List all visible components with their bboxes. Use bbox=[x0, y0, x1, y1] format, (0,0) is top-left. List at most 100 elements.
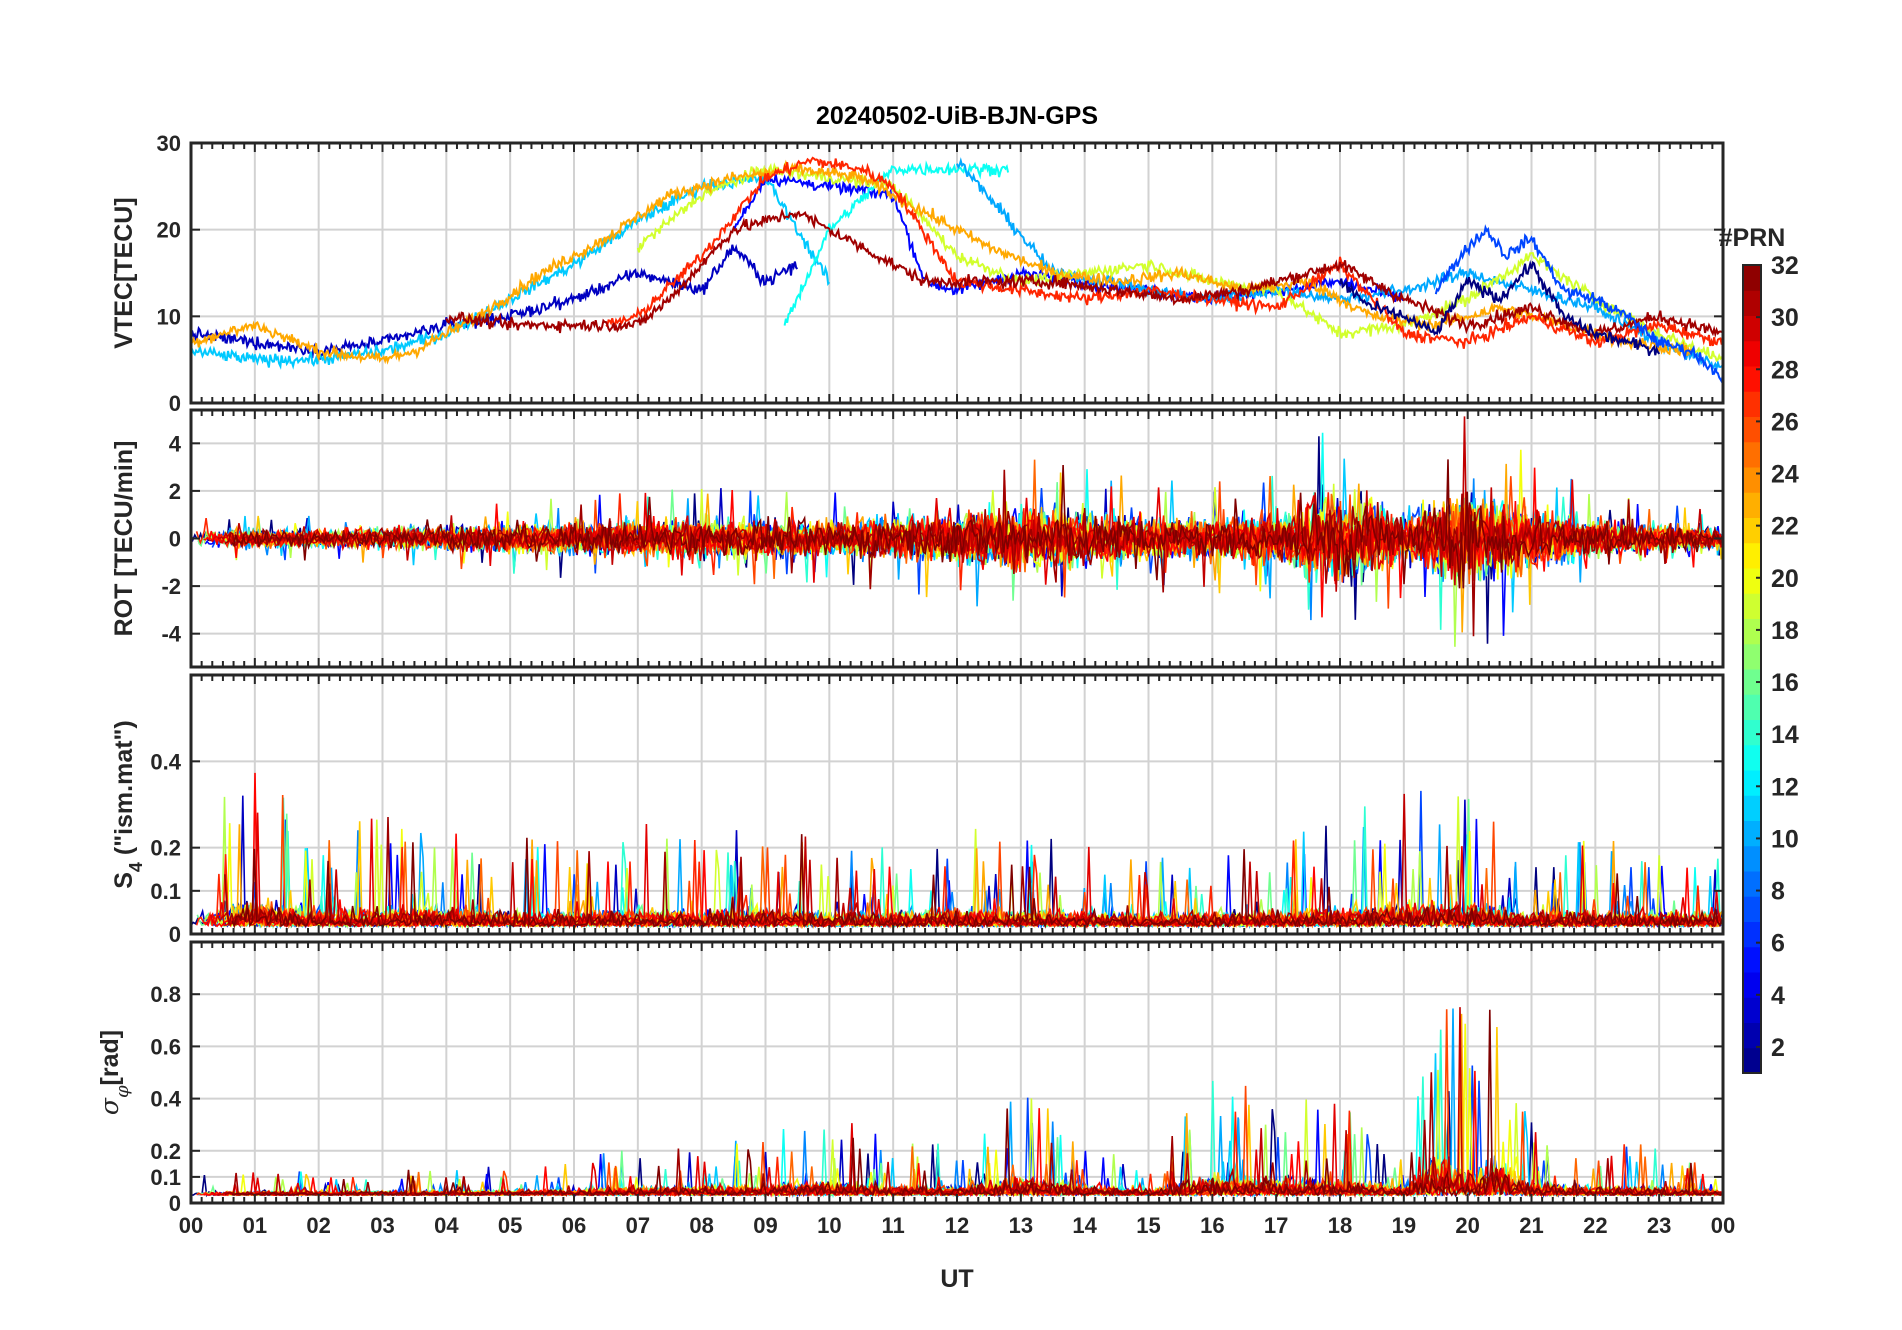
y-tick-label: -4 bbox=[161, 622, 181, 647]
colorbar-tick-label: 2 bbox=[1771, 1034, 1785, 1062]
x-ticks-2 bbox=[190, 410, 1724, 667]
x-ticks-4 bbox=[190, 942, 1724, 1203]
y-tick-label: 30 bbox=[157, 131, 181, 156]
colorbar-segment bbox=[1743, 416, 1761, 443]
colorbar-segment bbox=[1743, 896, 1761, 922]
colorbar-frame bbox=[1742, 264, 1762, 1074]
colorbar-segment bbox=[1743, 946, 1761, 973]
colorbar-tick-label: 10 bbox=[1771, 825, 1799, 853]
colorbar-segment bbox=[1743, 517, 1761, 544]
x-ticks-3 bbox=[190, 675, 1724, 934]
panel-3: 00.10.20.4S4 ("ism.mat") bbox=[110, 673, 1725, 947]
y-title-sub: φ bbox=[112, 1085, 133, 1098]
x-tick-label: 04 bbox=[434, 1213, 459, 1238]
y-tick-label: 0.1 bbox=[150, 1165, 181, 1190]
x-tick-label: 13 bbox=[1009, 1213, 1033, 1238]
y-title-rest: [rad] bbox=[96, 1030, 124, 1086]
colorbar-tick-label: 28 bbox=[1771, 356, 1799, 384]
colorbar-tick-label: 22 bbox=[1771, 513, 1799, 541]
x-axis-title: UT bbox=[940, 1265, 973, 1293]
y-title-main: S bbox=[110, 872, 138, 889]
colorbar-segment bbox=[1743, 871, 1761, 897]
x-tick-label: 19 bbox=[1392, 1213, 1416, 1238]
y-title-rest: ("ism.mat") bbox=[110, 720, 138, 862]
vtec-line-prn-1 bbox=[1339, 259, 1661, 357]
x-tick-label: 10 bbox=[817, 1213, 841, 1238]
y-tick-label: 0.1 bbox=[150, 879, 181, 904]
vtec-line-prn-13 bbox=[783, 160, 1010, 326]
colorbar-segment bbox=[1743, 719, 1761, 746]
colorbar-tick-label: 14 bbox=[1771, 721, 1799, 749]
colorbar-tick-label: 32 bbox=[1771, 252, 1799, 280]
x-tick-label: 21 bbox=[1519, 1213, 1543, 1238]
y-tick-label: 0 bbox=[169, 527, 181, 552]
y-tick-label: 4 bbox=[169, 431, 182, 456]
x-tick-label: 14 bbox=[1072, 1213, 1097, 1238]
trace-prn-31 bbox=[224, 469, 1723, 637]
colorbar-segment bbox=[1743, 618, 1761, 645]
y-tick-label: 0 bbox=[169, 391, 181, 416]
data-3 bbox=[191, 772, 1723, 930]
colorbar-tick-label: 30 bbox=[1771, 304, 1799, 332]
colorbar-segment bbox=[1743, 845, 1761, 872]
y-axis-title-4: σφ[rad] bbox=[95, 1030, 133, 1115]
vtec-line-prn-7 bbox=[1434, 224, 1723, 385]
chart-title: 20240502-UiB-BJN-GPS bbox=[816, 102, 1098, 130]
x-tick-label: 18 bbox=[1328, 1213, 1352, 1238]
colorbar-segment bbox=[1743, 340, 1761, 367]
colorbar-segment bbox=[1743, 669, 1761, 695]
x-tick-label: 03 bbox=[370, 1213, 394, 1238]
colorbar-segment bbox=[1743, 744, 1761, 771]
data-1 bbox=[191, 156, 1723, 385]
panel-2: -4 -2 0 2 4 ROT [TECU/min] bbox=[110, 408, 1725, 669]
y-tick-label: 0.2 bbox=[150, 1139, 181, 1164]
y-tick-label: 2 bbox=[169, 479, 181, 504]
x-ticks-1 bbox=[190, 143, 1724, 403]
colorbar-title: #PRN bbox=[1719, 224, 1786, 252]
colorbar-segment bbox=[1743, 467, 1761, 493]
y-tick-label: 0 bbox=[169, 1191, 181, 1216]
trace-prn-30 bbox=[217, 416, 1722, 592]
x-tick-label: 15 bbox=[1136, 1213, 1160, 1238]
y-tick-label: 0 bbox=[169, 922, 181, 947]
x-tick-label: 22 bbox=[1583, 1213, 1607, 1238]
x-tick-label: 17 bbox=[1264, 1213, 1288, 1238]
x-tick-label: 11 bbox=[882, 1213, 905, 1238]
colorbar-segment bbox=[1743, 441, 1761, 468]
colorbar-segment bbox=[1743, 770, 1761, 796]
colorbar-tick-label: 12 bbox=[1771, 773, 1799, 801]
colorbar-segment bbox=[1743, 568, 1761, 594]
colorbar-segment bbox=[1743, 492, 1761, 518]
colorbar-segment bbox=[1743, 290, 1761, 316]
colorbar-tick-label: 6 bbox=[1771, 930, 1785, 958]
colorbar-tick-label: 20 bbox=[1771, 565, 1799, 593]
colorbar-segment bbox=[1743, 921, 1761, 948]
y-tick-label: 0.4 bbox=[150, 749, 181, 774]
y-axis-title-2: ROT [TECU/min] bbox=[110, 441, 138, 637]
colorbar-tick-label: 24 bbox=[1771, 461, 1799, 489]
trace-prn-32 bbox=[231, 834, 1723, 929]
x-tick-label: 20 bbox=[1455, 1213, 1479, 1238]
y-tick-label: 0.8 bbox=[150, 982, 181, 1007]
colorbar-tick-label: 18 bbox=[1771, 617, 1799, 645]
x-tick-label: 07 bbox=[626, 1213, 650, 1238]
y-axis-title-3: S4 ("ism.mat") bbox=[110, 720, 146, 889]
colorbar-tick-label: 8 bbox=[1771, 878, 1785, 906]
colorbar-tick-label: 26 bbox=[1771, 408, 1799, 436]
panel-4: 00.10.2 0.4 0.6 0.8 σφ[rad] bbox=[95, 940, 1725, 1216]
colorbar-segment bbox=[1743, 972, 1761, 998]
panel-1: 0 10 20 30 VTEC[TECU] bbox=[110, 131, 1725, 416]
colorbar-segment bbox=[1743, 643, 1761, 670]
x-tick-label: 00 bbox=[179, 1213, 203, 1238]
x-tick-labels: 00 01 02 03 04 05 06 07 08 09 10 11 12 13 14 15 16 17 18 19… bbox=[179, 1213, 1735, 1238]
colorbar-segment bbox=[1743, 795, 1761, 821]
data-4 bbox=[191, 1007, 1723, 1199]
colorbar-segment bbox=[1743, 542, 1761, 569]
y-title-sub: 4 bbox=[126, 862, 146, 872]
y-tick-label: 20 bbox=[157, 218, 181, 243]
trace-prn-32 bbox=[231, 459, 1723, 589]
colorbar-tick-label: 16 bbox=[1771, 669, 1799, 697]
x-tick-label: 05 bbox=[498, 1213, 522, 1238]
